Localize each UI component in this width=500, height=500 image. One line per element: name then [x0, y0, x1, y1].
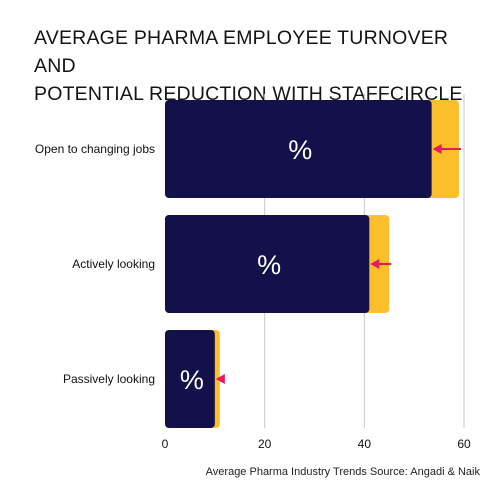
category-label-2: Passively looking: [63, 372, 155, 386]
bar-value-label-1: %: [257, 250, 281, 280]
category-label-0: Open to changing jobs: [35, 142, 155, 156]
x-tick-label-1: 20: [258, 437, 272, 451]
reduction-arrowhead-0: [432, 144, 442, 154]
reduction-arrowhead-1: [370, 259, 380, 269]
source-note: Average Pharma Industry Trends Source: A…: [205, 466, 480, 478]
bar-value-label-2: %: [180, 365, 204, 395]
category-label-1: Actively looking: [72, 257, 155, 271]
bar-current-0: [165, 100, 432, 198]
x-tick-label-3: 60: [457, 437, 471, 451]
reduction-arrowhead-2: [215, 374, 225, 384]
bar-current-2: [165, 330, 215, 428]
x-tick-label-2: 40: [358, 437, 372, 451]
chart-title: AVERAGE PHARMA EMPLOYEE TURNOVER AND POT…: [34, 24, 489, 108]
bar-current-1: [165, 215, 370, 313]
chart-title-line-1: AVERAGE PHARMA EMPLOYEE TURNOVER AND: [34, 27, 449, 77]
bar-value-label-0: %: [288, 135, 312, 165]
x-tick-label-0: 0: [162, 437, 169, 451]
chart-title-line-2: POTENTIAL REDUCTION WITH STAFFCIRCLE: [34, 83, 463, 105]
